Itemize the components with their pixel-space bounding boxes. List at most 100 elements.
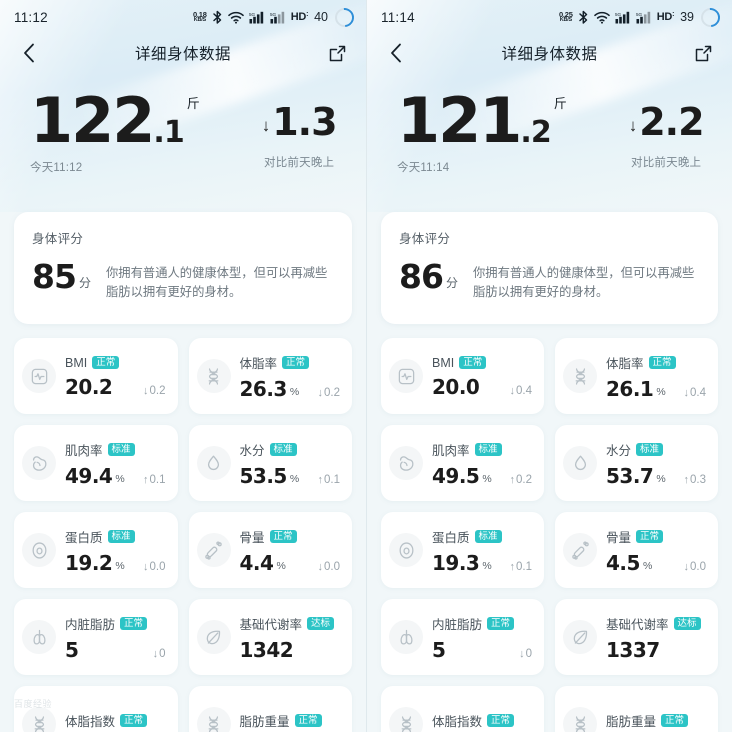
- delta-up-arrow-icon: ↑: [509, 561, 516, 574]
- metric-value: 5: [432, 638, 446, 663]
- dna-icon: [389, 707, 423, 732]
- metric-card[interactable]: 水分 标准 53.7% ↑ 0.3: [555, 425, 718, 502]
- bone-icon: [196, 533, 231, 568]
- metric-value: 53.5: [239, 464, 288, 489]
- page-title: 详细身体数据: [501, 46, 598, 63]
- back-icon[interactable]: [16, 40, 42, 66]
- metric-unit: %: [289, 473, 300, 486]
- metric-card[interactable]: 体脂率 正常 26.3% ↓ 0.2: [188, 338, 352, 415]
- back-icon[interactable]: [383, 40, 409, 66]
- muscle-icon: [389, 446, 423, 481]
- metric-label: 体脂率: [239, 357, 278, 372]
- metric-card[interactable]: 内脏脂肪 正常 5 ↓ 0: [381, 599, 544, 676]
- metric-value: 19.2: [65, 551, 113, 576]
- metric-card[interactable]: 脂肪重量 正常: [555, 686, 718, 732]
- protein-icon: [22, 533, 56, 568]
- scroll-content[interactable]: 身体评分 85 分 你拥有普通人的健康体型，但可以再减些脂肪以拥有更好的身材。 …: [0, 212, 366, 732]
- body-score-card[interactable]: 身体评分 86 分 你拥有普通人的健康体型，但可以再减些脂肪以拥有更好的身材。: [381, 212, 718, 325]
- signal-icon: 5G: [615, 11, 629, 23]
- metric-value: 20.2: [65, 374, 113, 399]
- metric-value: 19.3: [432, 551, 480, 576]
- status-badge: 达标: [673, 617, 701, 631]
- metric-unit: %: [289, 386, 300, 399]
- scroll-content[interactable]: 身体评分 86 分 你拥有普通人的健康体型，但可以再减些脂肪以拥有更好的身材。 …: [367, 212, 732, 732]
- metric-value: 4.4: [239, 551, 274, 576]
- lungs-icon: [389, 620, 423, 655]
- delta-down-arrow-icon: ↓: [261, 116, 271, 136]
- metric-card[interactable]: 肌肉率 标准 49.4% ↑ 0.1: [14, 425, 178, 502]
- metric-card[interactable]: BMI 正常 20.2 ↓ 0.2: [14, 338, 178, 415]
- status-badge: 正常: [120, 714, 148, 728]
- svg-text:5G: 5G: [270, 12, 277, 17]
- share-icon[interactable]: [324, 40, 350, 66]
- pulse-icon: [389, 359, 423, 394]
- metric-label: 基础代谢率: [239, 618, 303, 633]
- metric-delta: ↓ 0.0: [143, 561, 168, 573]
- delta-down-arrow-icon: ↓: [519, 648, 525, 661]
- dna-icon: [196, 707, 231, 732]
- status-bar: 11:12 0.18 KB/S 5G 5G HD: 40: [0, 0, 366, 34]
- metric-card[interactable]: 蛋白质 标准 19.3% ↑ 0.1: [381, 512, 544, 589]
- metric-label: 水分: [239, 444, 265, 459]
- status-badge: 正常: [294, 714, 322, 728]
- metric-unit: %: [482, 560, 492, 573]
- metric-value: 1337: [606, 638, 660, 663]
- status-badge: 标准: [107, 530, 135, 544]
- weight-decimal: .2: [520, 114, 551, 150]
- metric-delta: ↓ 0.2: [318, 387, 343, 399]
- weight-delta-block: ↓ 2.2 对比前天晚上: [629, 96, 705, 170]
- nav-bar: 详细身体数据: [367, 34, 732, 72]
- delta-down-arrow-icon: ↓: [317, 561, 324, 574]
- metric-card[interactable]: 基础代谢率 达标 1337: [555, 599, 718, 676]
- share-icon[interactable]: [690, 40, 716, 66]
- delta-down-arrow-icon: ↓: [683, 387, 690, 400]
- status-clock: 11:12: [14, 9, 48, 25]
- metric-delta: ↑ 0.1: [143, 474, 168, 486]
- delta-down-arrow-icon: ↓: [509, 384, 516, 397]
- wifi-icon: [227, 11, 244, 24]
- charging-spinner-icon: [331, 3, 358, 31]
- metric-card[interactable]: 内脏脂肪 正常 5 ↓ 0: [14, 599, 178, 676]
- metric-card[interactable]: 体脂指数 正常: [381, 686, 544, 732]
- metric-card[interactable]: 体脂指数 正常: [14, 686, 178, 732]
- metric-label: BMI: [432, 355, 455, 370]
- signal-icon: 5G: [249, 11, 263, 23]
- metric-card[interactable]: 基础代谢率 达标 1342: [188, 599, 352, 676]
- metric-unit: %: [656, 473, 666, 486]
- weight-decimal: .1: [153, 114, 184, 150]
- current-weight-block: 121 .2 斤 今天11:14: [397, 90, 567, 175]
- metric-card[interactable]: 水分 标准 53.5% ↑ 0.1: [188, 425, 352, 502]
- delta-up-arrow-icon: ↑: [317, 474, 324, 487]
- metric-label: 基础代谢率: [606, 618, 669, 633]
- metric-card[interactable]: 肌肉率 标准 49.5% ↑ 0.2: [381, 425, 544, 502]
- metric-label: 内脏脂肪: [65, 618, 116, 633]
- weight-timestamp: 今天11:14: [397, 161, 450, 174]
- metric-value: 5: [65, 638, 79, 663]
- metric-delta-value: 0.0: [149, 561, 166, 574]
- weight-unit: 斤: [186, 96, 200, 111]
- delta-up-arrow-icon: ↑: [509, 474, 516, 487]
- metric-label: 脂肪重量: [239, 715, 290, 730]
- network-speed-unit: KB/S: [193, 17, 207, 23]
- metric-unit: %: [656, 386, 666, 399]
- status-badge: 标准: [474, 530, 502, 544]
- metric-delta-value: 0.2: [324, 387, 340, 400]
- metric-card[interactable]: 骨量 正常 4.4% ↓ 0.0: [188, 512, 352, 589]
- body-score-unit: 分: [445, 276, 458, 291]
- hero-gradient-background: [0, 0, 366, 212]
- metric-card[interactable]: 骨量 正常 4.5% ↓ 0.0: [555, 512, 718, 589]
- delta-down-arrow-icon: ↓: [143, 384, 149, 397]
- metric-delta: ↑ 0.1: [318, 474, 343, 486]
- metric-delta-value: 0: [525, 648, 532, 661]
- bluetooth-icon: [213, 10, 222, 24]
- metric-card[interactable]: 脂肪重量 正常: [188, 686, 352, 732]
- metric-card[interactable]: 蛋白质 标准 19.2% ↓ 0.0: [14, 512, 178, 589]
- metric-card[interactable]: 体脂率 正常 26.1% ↓ 0.4: [555, 338, 718, 415]
- metric-label: BMI: [65, 355, 88, 370]
- leaf-icon: [196, 620, 231, 655]
- hero-gradient-background: [367, 0, 732, 212]
- metric-card[interactable]: BMI 正常 20.0 ↓ 0.4: [381, 338, 544, 415]
- body-score-card[interactable]: 身体评分 85 分 你拥有普通人的健康体型，但可以再减些脂肪以拥有更好的身材。: [14, 212, 352, 325]
- status-badge: 正常: [282, 356, 310, 370]
- body-score-description: 你拥有普通人的健康体型，但可以再减些脂肪以拥有更好的身材。: [106, 266, 328, 300]
